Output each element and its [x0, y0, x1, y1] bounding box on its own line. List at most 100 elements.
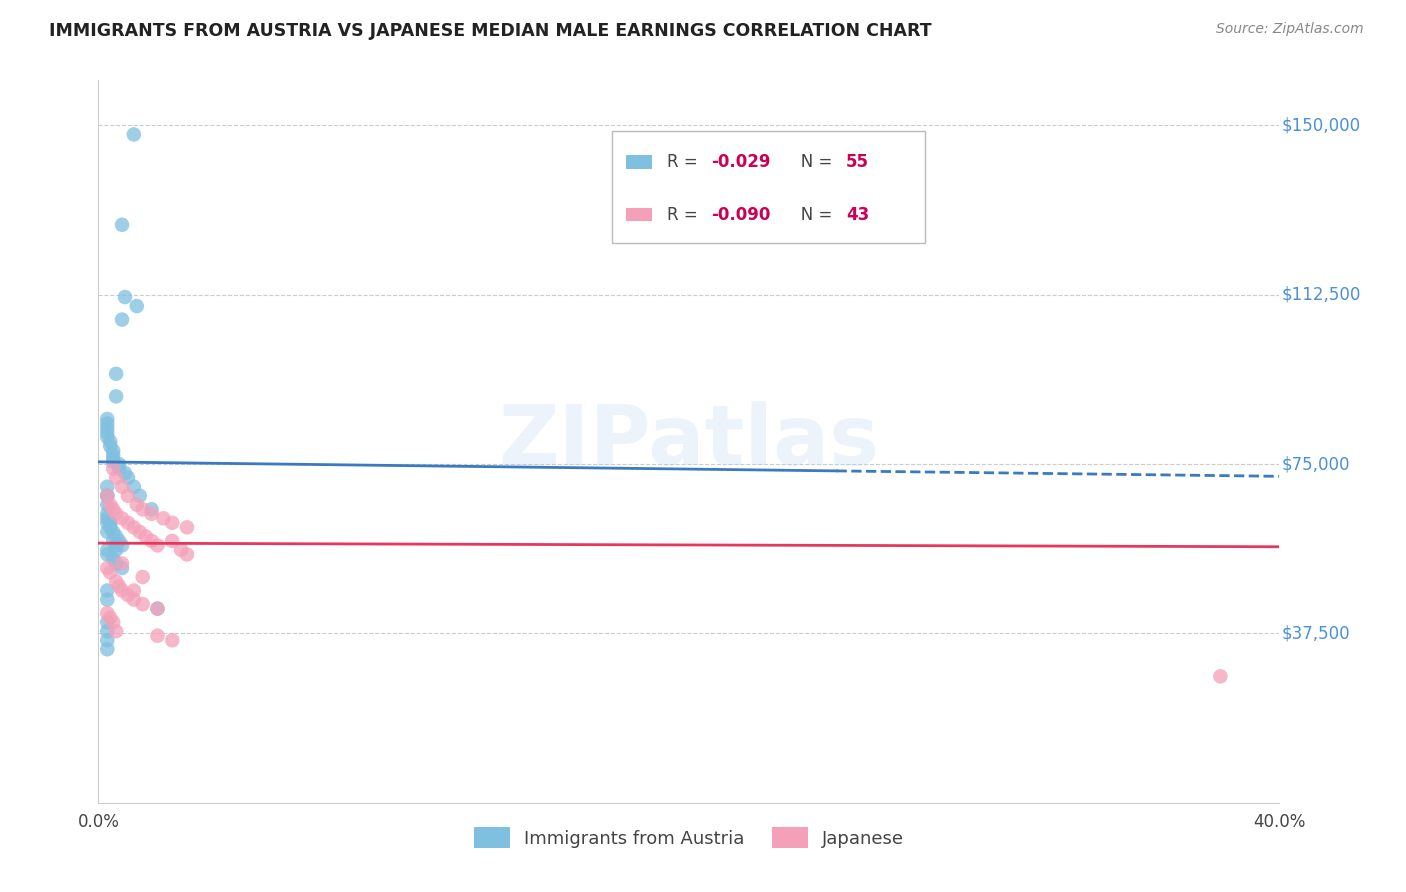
Point: [125, 498, 148, 512]
Point: [146, 538, 169, 552]
Point: [105, 574, 128, 589]
Text: R =: R =: [666, 153, 703, 171]
Point: [114, 290, 136, 304]
Text: $37,500: $37,500: [1282, 624, 1350, 642]
Point: [125, 299, 148, 313]
Point: [103, 461, 125, 475]
Text: -0.029: -0.029: [711, 153, 770, 171]
Text: N =: N =: [785, 206, 837, 224]
Point: [105, 507, 128, 521]
Point: [103, 533, 125, 548]
Point: [98, 610, 121, 624]
Point: [96, 561, 118, 575]
Point: [103, 524, 125, 539]
Point: [98, 439, 121, 453]
Point: [96, 606, 118, 620]
Point: [96, 489, 118, 503]
Point: [96, 421, 118, 435]
Point: [103, 455, 125, 469]
Point: [108, 461, 131, 475]
Point: [122, 480, 145, 494]
Point: [135, 529, 157, 543]
Point: [105, 529, 128, 543]
FancyBboxPatch shape: [612, 131, 925, 243]
Point: [176, 548, 198, 562]
Point: [176, 520, 198, 534]
Bar: [626, 208, 652, 221]
Point: [111, 583, 134, 598]
Point: [105, 470, 128, 484]
Point: [103, 448, 125, 462]
Point: [96, 624, 118, 639]
Point: [96, 507, 118, 521]
Text: 43: 43: [846, 206, 869, 224]
Point: [98, 516, 121, 530]
Point: [103, 452, 125, 467]
Point: [108, 579, 131, 593]
Point: [103, 552, 125, 566]
Point: [96, 516, 118, 530]
Point: [170, 542, 193, 557]
Bar: [626, 155, 652, 169]
Point: [141, 507, 163, 521]
Point: [111, 312, 134, 326]
Point: [162, 533, 183, 548]
Point: [152, 511, 174, 525]
Point: [132, 597, 155, 611]
Point: [122, 520, 145, 534]
Point: [98, 434, 121, 449]
Point: [141, 533, 163, 548]
Point: [98, 516, 121, 530]
Point: [98, 566, 121, 580]
Point: [146, 601, 169, 615]
Point: [96, 430, 118, 444]
Text: $112,500: $112,500: [1282, 285, 1361, 304]
Point: [96, 417, 118, 431]
Point: [96, 633, 118, 648]
Point: [141, 502, 163, 516]
Point: [96, 412, 118, 426]
Point: [117, 470, 139, 484]
Point: [96, 583, 118, 598]
Point: [111, 511, 134, 525]
Point: [132, 570, 155, 584]
Point: [128, 489, 150, 503]
Point: [103, 502, 125, 516]
Point: [162, 516, 183, 530]
Point: [132, 502, 155, 516]
Point: [111, 561, 134, 575]
Point: [111, 557, 134, 571]
Point: [122, 583, 145, 598]
Point: [98, 498, 121, 512]
Text: $150,000: $150,000: [1282, 117, 1361, 135]
Point: [122, 128, 145, 142]
Point: [96, 542, 118, 557]
Point: [103, 443, 125, 458]
Text: ZIPatlas: ZIPatlas: [499, 401, 879, 482]
Point: [96, 480, 118, 494]
Point: [117, 489, 139, 503]
Point: [96, 489, 118, 503]
Point: [146, 629, 169, 643]
Text: IMMIGRANTS FROM AUSTRIA VS JAPANESE MEDIAN MALE EARNINGS CORRELATION CHART: IMMIGRANTS FROM AUSTRIA VS JAPANESE MEDI…: [49, 22, 932, 40]
Point: [96, 642, 118, 657]
Point: [111, 480, 134, 494]
Point: [98, 520, 121, 534]
Point: [96, 615, 118, 630]
Point: [96, 498, 118, 512]
Text: 55: 55: [846, 153, 869, 171]
Point: [96, 524, 118, 539]
Point: [105, 367, 128, 381]
Point: [108, 533, 131, 548]
Point: [96, 425, 118, 440]
Point: [117, 588, 139, 602]
Point: [108, 457, 131, 471]
Point: [105, 624, 128, 639]
Point: [105, 389, 128, 403]
Point: [96, 489, 118, 503]
Legend: Immigrants from Austria, Japanese: Immigrants from Austria, Japanese: [467, 820, 911, 855]
Point: [103, 615, 125, 630]
Point: [114, 466, 136, 480]
Point: [105, 538, 128, 552]
Point: [122, 592, 145, 607]
